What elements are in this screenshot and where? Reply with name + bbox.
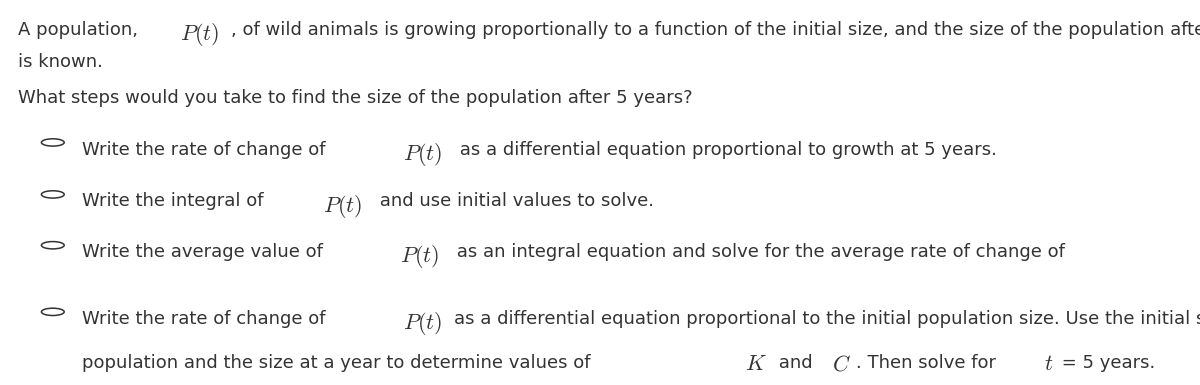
Text: is known.: is known. <box>18 53 103 71</box>
Text: as a differential equation proportional to growth at 5 years.: as a differential equation proportional … <box>454 141 997 159</box>
Text: $t$: $t$ <box>1044 354 1054 374</box>
Text: as an integral equation and solve for the average rate of change of: as an integral equation and solve for th… <box>451 243 1070 261</box>
Text: as a differential equation proportional to the initial population size. Use the : as a differential equation proportional … <box>454 310 1200 328</box>
Text: Write the rate of change of: Write the rate of change of <box>82 141 331 159</box>
Text: Write the rate of change of: Write the rate of change of <box>82 310 331 328</box>
Text: and: and <box>773 354 818 372</box>
Text: What steps would you take to find the size of the population after 5 years?: What steps would you take to find the si… <box>18 89 692 107</box>
Text: A population,: A population, <box>18 21 144 39</box>
Text: $K$: $K$ <box>745 354 767 374</box>
Text: $P(t)$: $P(t)$ <box>180 21 220 48</box>
Text: population and the size at a year to determine values of: population and the size at a year to det… <box>82 354 596 372</box>
Text: $P(t)$: $P(t)$ <box>400 243 439 270</box>
Text: , of wild animals is growing proportionally to a function of the initial size, a: , of wild animals is growing proportiona… <box>232 21 1200 39</box>
Text: Write the integral of: Write the integral of <box>82 192 269 211</box>
Text: $P(t)$: $P(t)$ <box>403 310 443 337</box>
Text: $C$: $C$ <box>832 354 851 374</box>
Text: $P(t)$: $P(t)$ <box>323 192 362 219</box>
Text: Write the average value of: Write the average value of <box>82 243 329 261</box>
Text: $P(t)$: $P(t)$ <box>403 141 443 167</box>
Text: . Then solve for: . Then solve for <box>856 354 1002 372</box>
Text: and use initial values to solve.: and use initial values to solve. <box>374 192 654 211</box>
Text: = 5 years.: = 5 years. <box>1056 354 1156 372</box>
